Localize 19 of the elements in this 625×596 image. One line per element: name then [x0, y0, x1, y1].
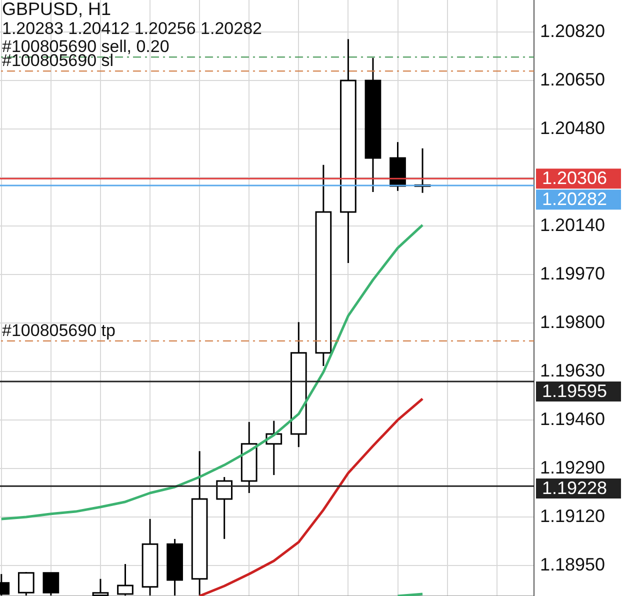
y-tick-label: 1.18950	[540, 554, 606, 574]
chart-title: GBPUSD, H1	[2, 0, 112, 19]
y-tick-label: 1.20650	[540, 69, 606, 90]
y-tick-label: 1.19630	[540, 360, 606, 380]
ref-line-label: 1.20306	[542, 168, 608, 188]
y-tick-label: 1.19120	[540, 506, 606, 526]
y-tick-label: 1.19290	[540, 457, 606, 478]
y-tick-label: 1.20140	[540, 214, 606, 235]
y-tick-label: 1.20480	[540, 118, 606, 138]
y-tick-label: 1.19970	[540, 263, 606, 284]
y-tick-label: 1.19800	[540, 312, 606, 332]
annotation: 1.20283 1.20412 1.20256 1.20282	[2, 19, 262, 38]
ref-line-label: #100805690 sl	[2, 51, 114, 70]
ref-line-label: 1.19228	[542, 478, 608, 498]
ref-line-label: 1.19595	[542, 380, 608, 401]
y-tick-label: 1.20820	[540, 20, 606, 41]
y-tick-label: 1.19460	[540, 408, 606, 429]
ref-line-label: #100805690 tp	[2, 320, 116, 340]
ref-line-label: 1.20282	[542, 189, 608, 210]
